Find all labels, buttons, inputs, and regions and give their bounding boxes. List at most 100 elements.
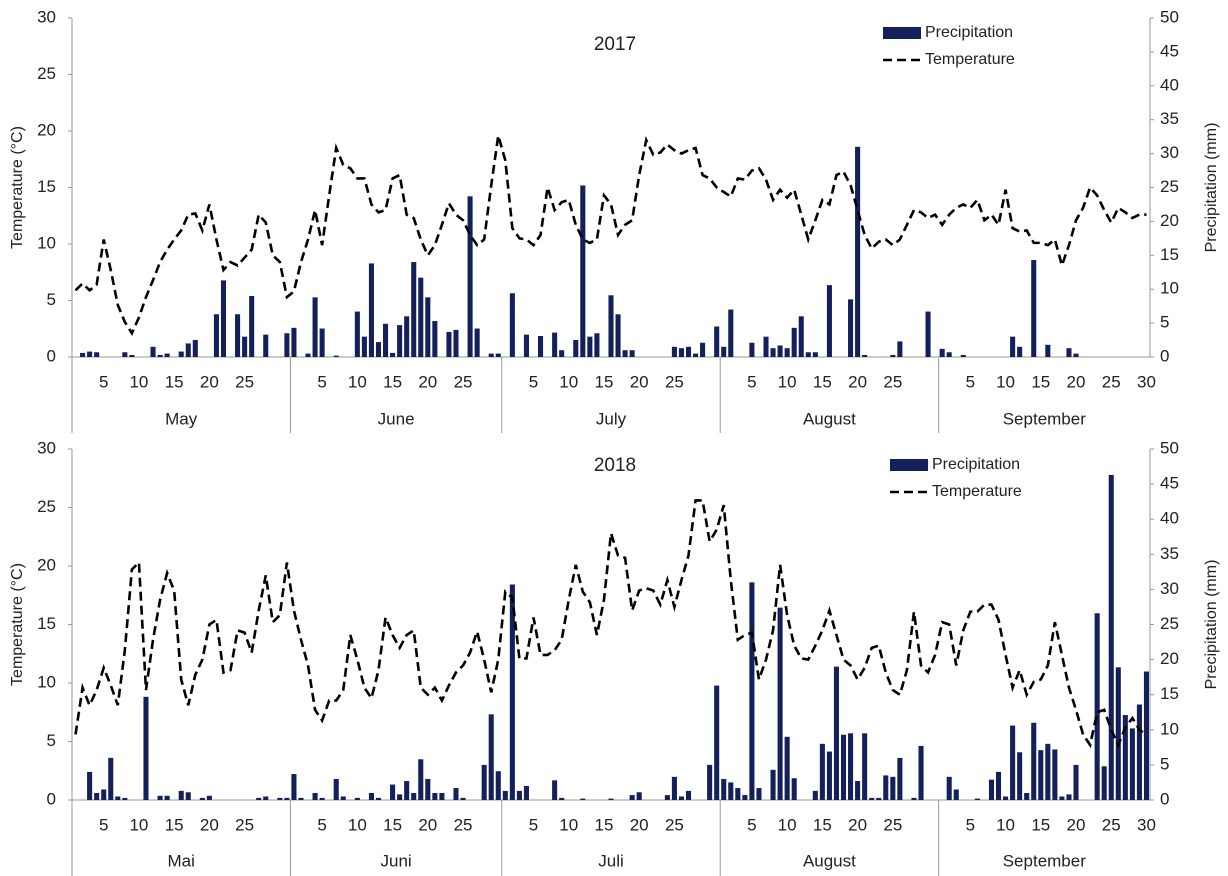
precipitation-bar — [1073, 353, 1079, 357]
precipitation-bar — [1115, 667, 1121, 800]
precipitation-bar — [559, 797, 565, 800]
precipitation-bar — [150, 346, 156, 357]
x-tick-label: 25 — [1102, 815, 1121, 834]
precipitation-bar — [1066, 794, 1072, 800]
precipitation-bar — [361, 336, 367, 357]
precipitation-bar — [418, 277, 424, 357]
precipitation-bar — [791, 327, 797, 357]
precipitation-bar — [693, 353, 699, 357]
precipitation-bar — [995, 771, 1002, 800]
legend-label: Precipitation — [925, 24, 1013, 41]
precipitation-bar — [1045, 743, 1051, 800]
precipitation-bar — [749, 582, 755, 800]
precipitation-bar — [404, 316, 410, 357]
precipitation-bar — [1101, 766, 1107, 800]
y-tick-label: 5 — [47, 290, 56, 309]
x-tick-label: 20 — [630, 815, 649, 834]
precipitation-bar — [678, 348, 684, 357]
precipitation-bar — [460, 797, 466, 800]
precipitation-bar — [122, 352, 128, 357]
x-tick-label: 30 — [1137, 815, 1156, 834]
precipitation-bar — [298, 797, 304, 800]
x-tick-label: 5 — [317, 372, 326, 391]
x-tick-label: 15 — [594, 815, 613, 834]
precipitation-bar — [312, 297, 318, 357]
y-tick-label: 20 — [37, 555, 56, 574]
precipitation-bar — [453, 788, 459, 800]
precipitation-bar — [538, 335, 544, 357]
month-label: June — [378, 409, 415, 428]
precipitation-bar — [164, 795, 170, 800]
precipitation-bar — [1024, 792, 1030, 800]
x-tick-label: 10 — [348, 372, 367, 391]
precipitation-bar — [178, 351, 184, 357]
x-tick-label: 20 — [1067, 372, 1086, 391]
precipitation-bar — [812, 790, 818, 800]
temperature-line — [74, 135, 1147, 337]
precipitation-bar — [728, 309, 734, 357]
precipitation-bar — [467, 196, 473, 357]
precipitation-bar — [1045, 344, 1051, 357]
y2-tick-label: 25 — [1160, 177, 1179, 196]
precipitation-bar — [382, 323, 389, 357]
x-tick-label: 20 — [1067, 815, 1086, 834]
precipitation-bar — [862, 733, 868, 800]
precipitation-bar — [199, 797, 205, 800]
precipitation-bar — [587, 336, 593, 357]
precipitation-bar — [333, 355, 339, 357]
x-tick-label: 25 — [883, 372, 902, 391]
x-tick-label: 25 — [665, 372, 684, 391]
precipitation-bar — [580, 798, 586, 800]
precipitation-bar — [1066, 348, 1072, 357]
precipitation-bar — [340, 796, 346, 800]
precipitation-bar — [763, 336, 769, 357]
precipitation-bar — [1038, 750, 1044, 800]
precipitation-bar — [87, 771, 93, 800]
precipitation-bar — [911, 797, 917, 800]
precipitation-bar — [862, 354, 868, 357]
month-label: August — [803, 851, 856, 870]
chart-title: 2018 — [594, 455, 636, 476]
y-axis-title: Temperature (°C) — [9, 563, 26, 686]
y2-tick-label: 30 — [1160, 143, 1179, 162]
precipitation-bar — [249, 295, 255, 357]
precipitation-bar — [629, 795, 635, 800]
precipitation-bar — [122, 797, 128, 800]
legend-label: Temperature — [932, 483, 1022, 500]
x-tick-label: 10 — [129, 815, 148, 834]
x-tick-label: 20 — [418, 372, 437, 391]
precipitation-bar — [425, 297, 431, 357]
precipitation-bar — [439, 792, 445, 800]
precipitation-bar — [1031, 260, 1037, 357]
precipitation-bar — [108, 757, 114, 800]
precipitation-bar — [855, 146, 861, 357]
y2-tick-label: 15 — [1160, 684, 1179, 703]
x-tick-label: 5 — [317, 815, 326, 834]
precipitation-bar — [848, 299, 854, 357]
legend-label: Precipitation — [932, 456, 1020, 473]
precipitation-bar — [235, 314, 241, 357]
y2-tick-label: 0 — [1160, 789, 1169, 808]
precipitation-bar — [509, 584, 515, 800]
precipitation-bar — [897, 341, 903, 357]
x-tick-label: 15 — [1031, 815, 1050, 834]
x-tick-label: 5 — [529, 815, 538, 834]
precipitation-bar — [523, 334, 529, 357]
y2-tick-label: 50 — [1160, 7, 1179, 26]
y-tick-label: 30 — [37, 7, 56, 26]
precipitation-bar — [1017, 752, 1023, 800]
precipitation-bar — [157, 795, 163, 800]
y-tick-label: 0 — [47, 789, 56, 808]
y-tick-label: 15 — [37, 177, 56, 196]
precipitation-bar — [488, 714, 494, 800]
precipitation-bar — [1094, 613, 1100, 800]
precipitation-bar — [143, 696, 149, 800]
x-tick-label: 5 — [529, 372, 538, 391]
precipitation-bar — [418, 759, 424, 800]
precipitation-bar — [946, 352, 952, 357]
precipitation-bar — [1017, 346, 1023, 357]
precipitation-bar — [164, 353, 170, 357]
y-tick-label: 20 — [37, 120, 56, 139]
precipitation-bar — [213, 314, 219, 357]
